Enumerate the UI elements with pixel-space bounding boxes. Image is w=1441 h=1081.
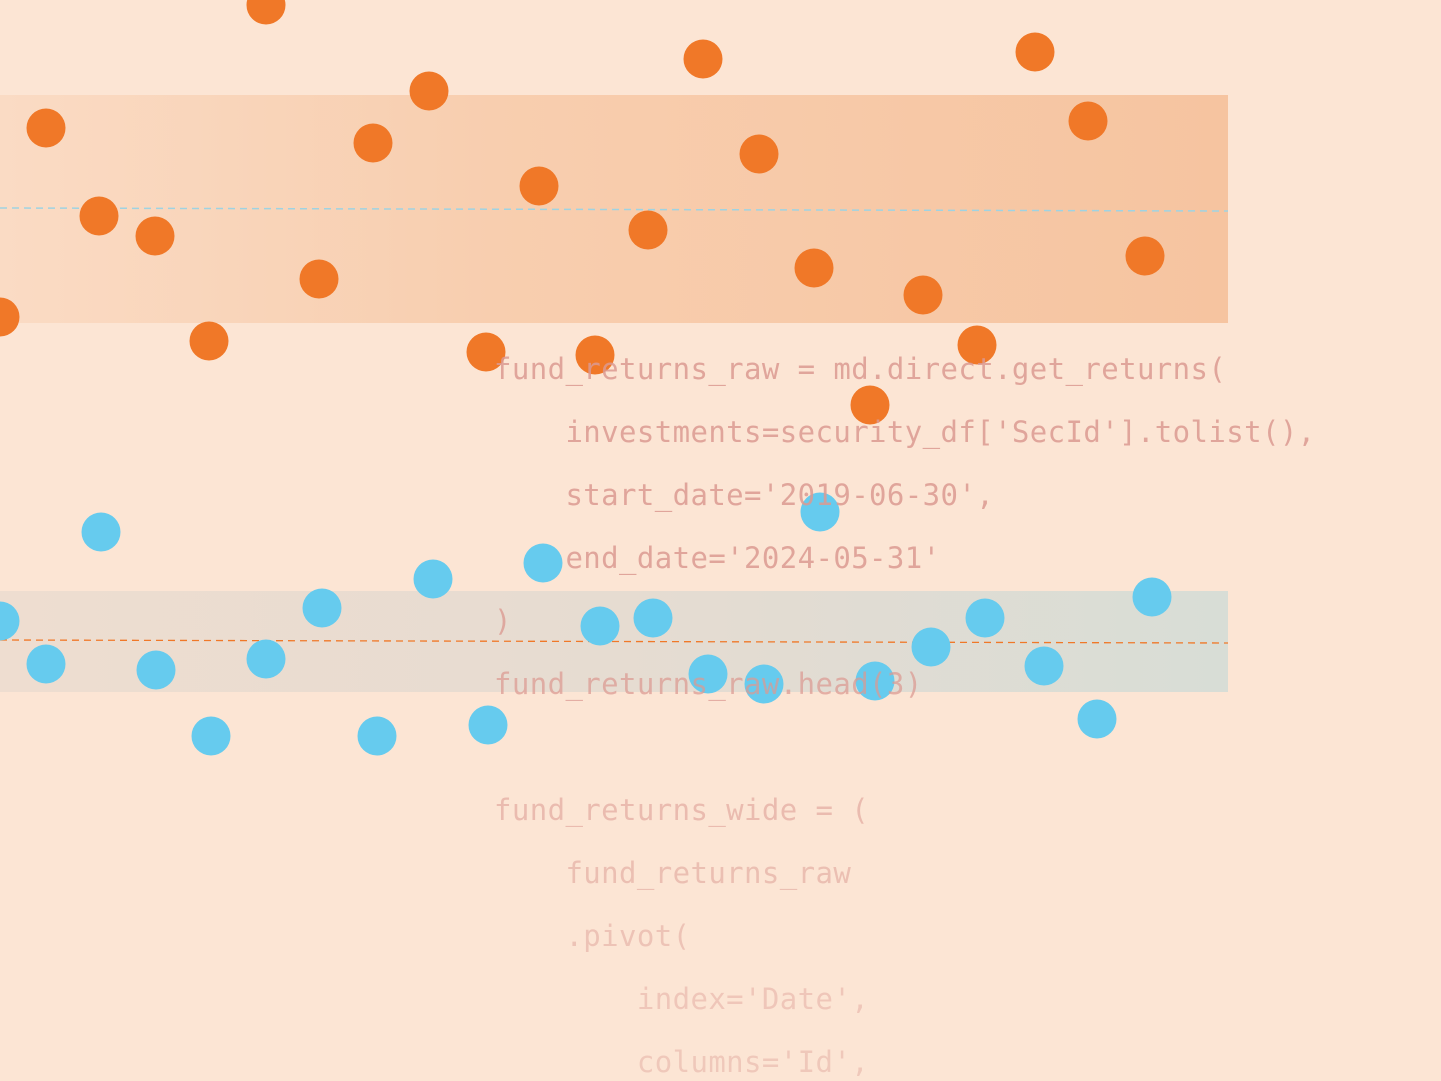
orange-dot xyxy=(903,275,943,315)
blue-dot xyxy=(468,705,508,745)
orange-dot xyxy=(466,332,506,372)
blue-dot xyxy=(688,654,728,694)
blue-dot xyxy=(413,559,453,599)
orange-dot xyxy=(1125,236,1165,276)
blue-dot xyxy=(1024,646,1064,686)
blue-dot xyxy=(855,661,895,701)
orange-dot xyxy=(26,108,66,148)
blue-dot xyxy=(136,650,176,690)
orange-dot xyxy=(739,134,779,174)
orange-dot xyxy=(1068,101,1108,141)
blue-dot xyxy=(26,644,66,684)
blue-dot xyxy=(246,639,286,679)
blue-dot xyxy=(523,543,563,583)
orange-dot xyxy=(353,123,393,163)
blue-dot xyxy=(1077,699,1117,739)
blue-dot xyxy=(911,627,951,667)
blue-dot xyxy=(81,512,121,552)
orange-dot-series xyxy=(0,0,1165,425)
orange-dot xyxy=(135,216,175,256)
orange-dot xyxy=(1015,32,1055,72)
orange-dot xyxy=(850,385,890,425)
orange-dot xyxy=(79,196,119,236)
blue-dot xyxy=(965,598,1005,638)
blue-dot xyxy=(302,588,342,628)
blue-dot xyxy=(1132,577,1172,617)
orange-dot xyxy=(0,297,20,337)
blue-mean-line xyxy=(0,207,1229,212)
blue-dot xyxy=(580,606,620,646)
orange-dot xyxy=(628,210,668,250)
blue-dot xyxy=(633,598,673,638)
blue-dot xyxy=(0,601,20,641)
blue-dot-series xyxy=(0,492,1172,756)
orange-dot xyxy=(519,166,559,206)
blue-dot xyxy=(357,716,397,756)
orange-dot xyxy=(189,321,229,361)
orange-dot xyxy=(409,71,449,111)
blue-dot xyxy=(800,492,840,532)
orange-dot xyxy=(957,325,997,365)
blue-dot xyxy=(191,716,231,756)
orange-dot xyxy=(246,0,286,25)
orange-mean-line xyxy=(0,639,1229,644)
orange-dot xyxy=(794,248,834,288)
orange-dot xyxy=(683,39,723,79)
orange-dot xyxy=(575,335,615,375)
blue-dot xyxy=(744,664,784,704)
orange-dot xyxy=(299,259,339,299)
